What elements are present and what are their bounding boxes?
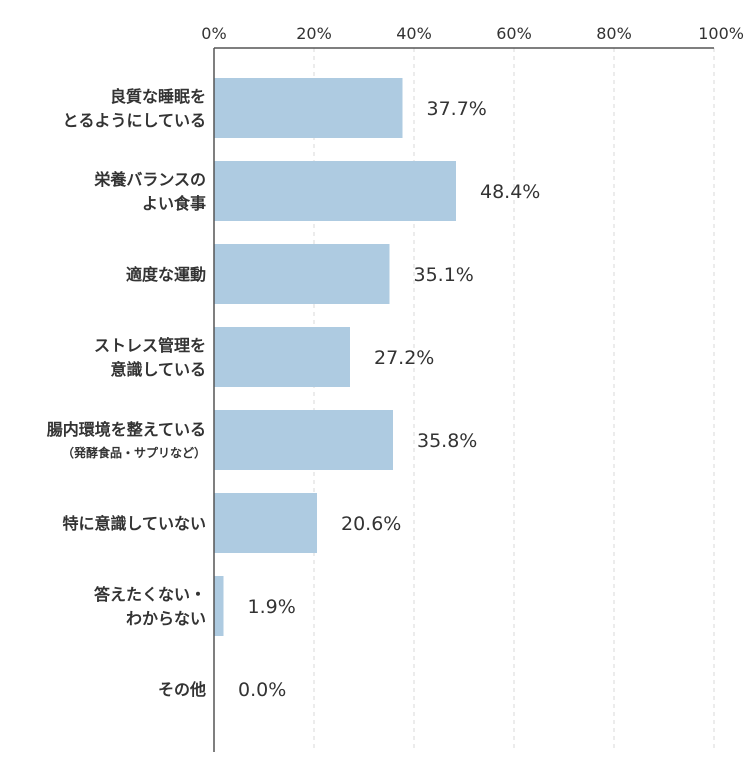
x-tick-label: 0% [201,24,226,43]
value-label: 35.1% [414,264,474,286]
bars [214,78,456,636]
category-label: ストレス管理を [94,336,206,355]
category-sub-label: （発酵食品・サプリなど） [62,445,206,460]
grid-layer [313,48,715,752]
value-label: 0.0% [238,679,286,701]
x-tick-label: 60% [496,24,532,43]
category-label: 適度な運動 [126,265,206,284]
x-tick-label: 40% [396,24,432,43]
category-label: 腸内環境を整えている [47,420,206,439]
value-labels: 37.7% 48.4% 35.1% 27.2% 35.8% 20.6% 1.9% 0.0% [238,98,540,701]
category-label: 意識している [110,360,206,379]
bar [214,576,224,636]
category-label: とるようにしている [62,111,206,130]
category-label: 答えたくない・ [94,585,206,604]
bar [214,161,456,221]
category-label: わからない [126,609,206,628]
value-label: 37.7% [427,98,487,120]
bar [214,244,390,304]
bar [214,327,350,387]
x-tick-label: 80% [596,24,632,43]
bar [214,493,317,553]
value-label: 27.2% [374,347,434,369]
category-label: 良質な睡眠を [110,87,206,106]
value-label: 20.6% [341,513,401,535]
category-label: その他 [158,680,206,699]
value-label: 1.9% [248,596,296,618]
bar [214,78,403,138]
category-label: 栄養バランスの [93,170,206,189]
category-label: よい食事 [142,194,206,213]
x-tick-labels: 0% 20% 40% 60% 80% 100% [201,24,744,43]
x-tick-label: 20% [296,24,332,43]
x-tick-label: 100% [698,24,744,43]
value-label: 35.8% [417,430,477,452]
bar [214,410,393,470]
category-labels: 良質な睡眠をとるようにしている栄養バランスのよい食事適度な運動ストレス管理を意識… [47,87,206,699]
value-label: 48.4% [480,181,540,203]
category-label: 特に意識していない [62,514,206,533]
